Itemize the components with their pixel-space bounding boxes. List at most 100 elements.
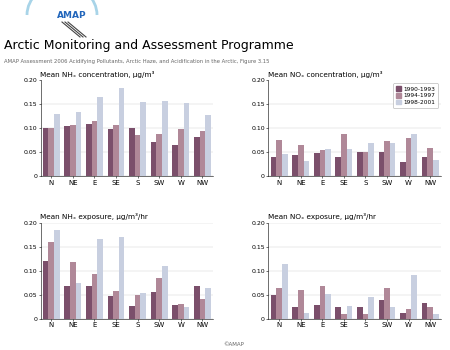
- Text: ©AMAP: ©AMAP: [224, 343, 244, 348]
- Bar: [433, 314, 439, 318]
- Bar: [276, 140, 282, 176]
- Text: Arctic Monitoring and Assessment Programme: Arctic Monitoring and Assessment Program…: [4, 39, 293, 52]
- Text: AMAP: AMAP: [57, 10, 87, 20]
- Bar: [113, 291, 119, 318]
- Bar: [151, 292, 157, 318]
- Bar: [129, 128, 135, 176]
- Bar: [406, 138, 411, 176]
- Bar: [400, 162, 406, 176]
- Bar: [378, 152, 384, 176]
- Bar: [199, 131, 205, 176]
- Bar: [70, 262, 76, 318]
- Text: Mean NHₓ exposure, μg/m³/hr: Mean NHₓ exposure, μg/m³/hr: [40, 213, 148, 220]
- Bar: [271, 294, 276, 318]
- Bar: [199, 299, 205, 318]
- Bar: [70, 125, 76, 176]
- Bar: [86, 286, 92, 318]
- Bar: [298, 145, 304, 176]
- Bar: [428, 148, 433, 176]
- Bar: [64, 126, 70, 176]
- Bar: [368, 297, 374, 319]
- Bar: [64, 286, 70, 318]
- Bar: [271, 157, 276, 176]
- Bar: [135, 135, 140, 176]
- Bar: [357, 153, 363, 176]
- Text: Mean NOₓ exposure, μg/m³/hr: Mean NOₓ exposure, μg/m³/hr: [268, 213, 376, 220]
- Bar: [341, 314, 346, 318]
- Bar: [113, 125, 119, 176]
- Bar: [86, 124, 92, 176]
- Bar: [390, 143, 396, 176]
- Bar: [433, 160, 439, 176]
- Bar: [400, 313, 406, 319]
- Bar: [157, 278, 162, 318]
- Bar: [43, 128, 49, 176]
- Bar: [341, 134, 346, 176]
- Legend: 1990-1993, 1994-1997, 1998-2001: 1990-1993, 1994-1997, 1998-2001: [393, 83, 438, 108]
- Bar: [97, 97, 103, 176]
- Bar: [178, 304, 184, 318]
- Bar: [92, 274, 97, 319]
- Bar: [97, 239, 103, 318]
- Bar: [304, 161, 309, 176]
- Bar: [49, 127, 54, 176]
- Bar: [363, 153, 368, 176]
- Bar: [54, 230, 60, 318]
- Bar: [184, 103, 189, 176]
- Bar: [194, 286, 199, 318]
- Text: Mean NOₓ concentration, μg/m³: Mean NOₓ concentration, μg/m³: [268, 71, 383, 78]
- Bar: [172, 305, 178, 318]
- Bar: [205, 115, 211, 176]
- Bar: [320, 286, 325, 318]
- Bar: [422, 303, 428, 318]
- Bar: [314, 305, 319, 318]
- Bar: [320, 150, 325, 176]
- Bar: [108, 296, 113, 318]
- Bar: [384, 288, 390, 318]
- Bar: [184, 307, 189, 319]
- Bar: [76, 112, 81, 176]
- Bar: [325, 294, 331, 318]
- Bar: [129, 306, 135, 318]
- Bar: [54, 114, 60, 176]
- Bar: [357, 307, 363, 319]
- Bar: [178, 130, 184, 176]
- Bar: [298, 290, 304, 319]
- Bar: [292, 307, 298, 319]
- Bar: [346, 306, 352, 318]
- Bar: [363, 314, 368, 318]
- Bar: [49, 242, 54, 318]
- Bar: [336, 157, 341, 176]
- Bar: [205, 288, 211, 318]
- Bar: [140, 102, 146, 176]
- Bar: [282, 264, 288, 318]
- Bar: [119, 88, 125, 176]
- Bar: [304, 313, 309, 319]
- Bar: [378, 300, 384, 318]
- Text: AMAP Assessment 2006 Acidifying Pollutants, Arctic Haze, and Acidification in th: AMAP Assessment 2006 Acidifying Pollutan…: [4, 59, 270, 64]
- Bar: [411, 275, 417, 318]
- Text: Mean NHₓ concentration, μg/m³: Mean NHₓ concentration, μg/m³: [40, 71, 155, 78]
- Bar: [314, 153, 319, 176]
- Bar: [390, 307, 396, 319]
- Bar: [325, 149, 331, 176]
- Bar: [368, 143, 374, 176]
- Bar: [282, 154, 288, 176]
- Bar: [76, 282, 81, 319]
- Bar: [276, 288, 282, 318]
- Bar: [151, 142, 157, 176]
- Bar: [135, 295, 140, 318]
- Bar: [162, 266, 167, 318]
- Bar: [346, 149, 352, 176]
- Bar: [108, 130, 113, 176]
- Bar: [140, 293, 146, 318]
- Bar: [406, 309, 411, 318]
- Bar: [43, 261, 49, 318]
- Bar: [384, 141, 390, 176]
- Bar: [292, 155, 298, 176]
- Bar: [411, 134, 417, 176]
- Bar: [194, 137, 199, 176]
- Bar: [92, 121, 97, 176]
- Bar: [422, 157, 428, 176]
- Bar: [172, 145, 178, 176]
